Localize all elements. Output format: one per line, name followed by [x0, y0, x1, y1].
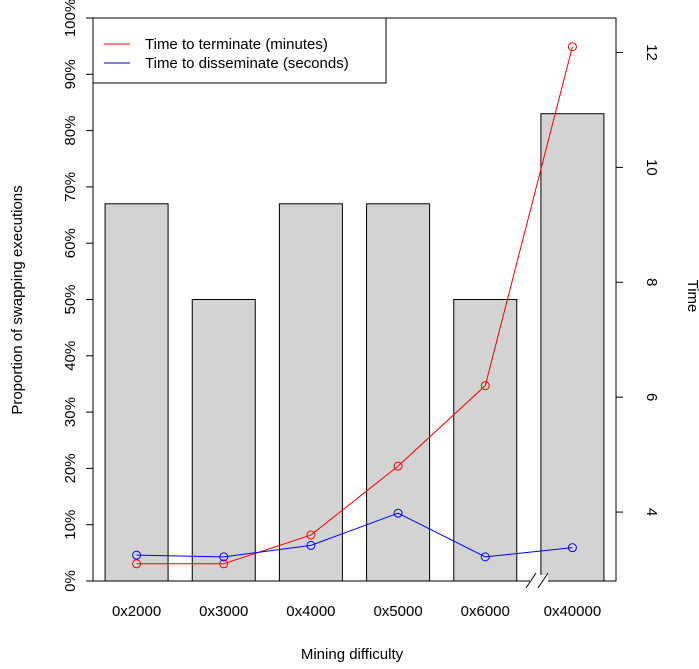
y2-tick-label: 8: [643, 278, 660, 286]
series-point-0: [219, 559, 229, 569]
x-tick-label: 0x40000: [544, 603, 602, 620]
x-tick-label: 0x6000: [461, 603, 510, 620]
x-axis: 0x2000 0x3000 0x4000 0x5000 0x6000 0x40000: [112, 603, 601, 620]
y-tick-label: 40%: [62, 341, 79, 371]
series-point-0: [393, 461, 403, 471]
bar-0x4000: [278, 203, 343, 582]
left-axis: 0% 10% 20% 30% 40% 50% 60% 70% 80% 90% 100%: [62, 0, 93, 592]
series-point-0: [567, 42, 577, 52]
y2-tick-label: 4: [643, 508, 660, 516]
series-lines: [132, 42, 577, 569]
series-point-1: [480, 552, 490, 562]
y2-axis-title: Time: [684, 280, 699, 313]
y-tick-label: 50%: [62, 284, 79, 314]
legend: Time to terminate (minutes) Time to diss…: [92, 17, 387, 84]
plot-frame: [92, 17, 617, 582]
bar-0x2000: [104, 203, 169, 582]
bar-0x40000: [540, 113, 605, 582]
y-tick-label: 90%: [62, 59, 79, 89]
bar-0x3000: [191, 299, 256, 582]
bar-0x6000: [453, 299, 518, 582]
bars: [104, 113, 605, 582]
series-line-0: [136, 46, 573, 565]
x-tick-label: 0x3000: [199, 603, 248, 620]
series-point-1: [306, 540, 316, 550]
series-point-0: [306, 530, 316, 540]
y-tick-label: 30%: [62, 397, 79, 427]
y-tick-label: 10%: [62, 510, 79, 540]
legend-box: [92, 17, 387, 84]
y-axis-title: Proportion of swapping executions: [9, 185, 26, 414]
series-point-1: [219, 552, 229, 562]
y-tick-label: 60%: [62, 228, 79, 258]
legend-label-terminate: Time to terminate (minutes): [145, 36, 328, 53]
axis-break-mark: [525, 572, 549, 589]
legend-label-disseminate: Time to disseminate (seconds): [145, 55, 349, 72]
x-tick-label: 0x2000: [112, 603, 161, 620]
series-line-1: [136, 512, 573, 558]
series-point-0: [132, 559, 142, 569]
y-tick-label: 100%: [62, 0, 79, 37]
bar-0x5000: [366, 203, 431, 582]
x-tick-label: 0x5000: [373, 603, 422, 620]
y-tick-label: 80%: [62, 116, 79, 146]
series-point-1: [393, 508, 403, 518]
x-axis-title: Mining difficulty: [301, 646, 404, 663]
right-axis: 4 6 8 10 12: [616, 44, 660, 516]
y-tick-label: 70%: [62, 172, 79, 202]
y2-tick-label: 6: [643, 393, 660, 401]
x-tick-label: 0x4000: [286, 603, 335, 620]
series-point-0: [480, 381, 490, 391]
series-point-1: [567, 543, 577, 553]
y-tick-label: 0%: [62, 570, 79, 592]
series-point-1: [132, 550, 142, 560]
y-tick-label: 20%: [62, 453, 79, 483]
y2-tick-label: 10: [643, 159, 660, 176]
y2-tick-label: 12: [643, 44, 660, 61]
